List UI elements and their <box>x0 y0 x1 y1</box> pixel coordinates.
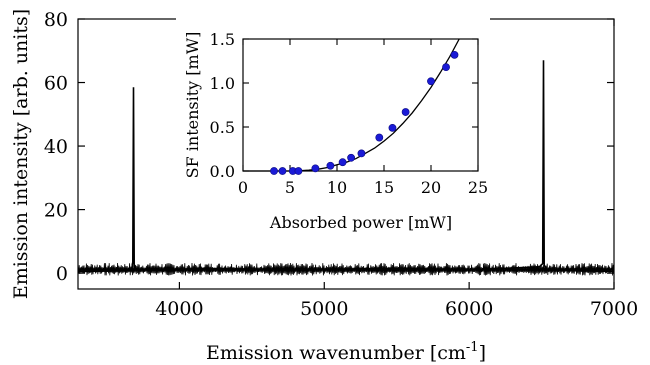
inset-plot: 0.0 0.5 1.0 1.5 0 5 10 15 20 25 SF intensity [mW… <box>176 15 490 249</box>
inset-data-points <box>270 50 459 175</box>
main-y-tick-label: 20 <box>44 200 68 222</box>
inset-x-tick-label: 5 <box>285 178 295 197</box>
inset-y-tick-label: 1.0 <box>210 74 235 93</box>
inset-data-point <box>338 158 347 167</box>
main-y-tick-label: 60 <box>44 73 68 95</box>
inset-data-point <box>278 167 287 175</box>
main-plot: 0 20 40 60 80 4000 5000 6000 7000 Emission inte… <box>10 9 638 364</box>
inset-y-ticks: 0.0 0.5 1.0 1.5 <box>210 30 478 181</box>
main-y-tick-label: 0 <box>56 263 68 285</box>
inset-y-tick-label: 0.5 <box>210 118 235 137</box>
main-x-tick-label: 6000 <box>445 298 493 320</box>
main-x-axis-label-superscript: -1 <box>466 340 479 355</box>
inset-data-point <box>294 167 303 175</box>
main-x-ticks: 4000 5000 6000 7000 <box>155 19 638 320</box>
inset-x-tick-label: 15 <box>374 178 394 197</box>
inset-data-point <box>311 164 320 173</box>
inset-background <box>176 15 490 249</box>
inset-data-point <box>450 50 459 59</box>
inset-y-tick-label: 0.0 <box>210 162 235 181</box>
inset-data-point <box>401 108 410 116</box>
inset-x-tick-label: 20 <box>421 178 441 197</box>
main-x-tick-label: 7000 <box>590 298 638 320</box>
inset-x-ticks: 0 5 10 15 20 25 <box>238 39 488 197</box>
main-x-axis-label-text: Emission wavenumber [cm <box>206 342 466 364</box>
inset-data-point <box>357 149 366 158</box>
main-y-axis-label: Emission intensity [arb. units] <box>10 9 32 299</box>
main-y-tick-label: 40 <box>44 136 68 158</box>
inset-plot-frame <box>242 38 479 172</box>
inset-data-point <box>375 133 384 142</box>
inset-x-tick-label: 10 <box>327 178 347 197</box>
main-x-tick-label: 4000 <box>155 298 203 320</box>
inset-y-tick-label: 1.5 <box>210 30 235 49</box>
main-x-axis-label-suffix: ] <box>479 342 486 364</box>
inset-x-tick-label: 25 <box>468 178 488 197</box>
inset-data-point <box>270 167 278 175</box>
inset-data-point <box>442 63 450 72</box>
main-y-ticks: 0 20 40 60 80 <box>44 9 614 285</box>
inset-data-point <box>427 77 435 86</box>
inset-data-point <box>388 123 397 132</box>
inset-x-tick-label: 0 <box>238 178 248 197</box>
inset-x-axis-label: Absorbed power [mW] <box>269 213 452 232</box>
main-y-tick-label: 80 <box>44 9 68 31</box>
inset-y-axis-label: SF intensity [mW] <box>183 32 202 179</box>
main-series-line <box>77 60 615 273</box>
main-x-axis-label: Emission wavenumber [cm-1] <box>206 340 486 364</box>
main-x-tick-label: 5000 <box>300 298 348 320</box>
inset-data-point <box>347 153 355 162</box>
inset-data-point <box>326 161 335 170</box>
